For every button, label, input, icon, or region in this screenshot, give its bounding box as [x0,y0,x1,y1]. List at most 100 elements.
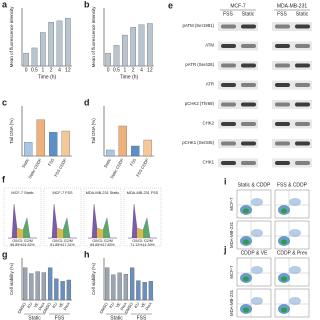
group-label: FSS [137,315,147,320]
bar [60,281,65,301]
blot-band [295,63,310,68]
histogram-title: MCF-7 Static [11,191,33,195]
flow-column-label: CDDP & Prex [277,250,308,256]
bar [104,267,110,301]
bar [129,267,135,301]
gate-label: G0/G1 G2/M [12,239,32,243]
panel-label: g [2,249,8,259]
y-axis-label: Tail DNA (%) [91,118,96,144]
x-tick-label: KU [51,301,58,308]
percent-label: 61.85%17.31% [50,243,75,247]
x-tick-label: 0.5 [113,67,120,73]
x-tick-label: Prex [37,302,45,312]
x-axis-label: Time (h) [120,74,139,80]
panel-label: a [2,0,8,9]
blot-strip [272,41,312,51]
x-tick-label: Prex [62,302,70,312]
x-tick-label: Static [21,158,30,169]
histogram-g2 [63,218,70,238]
histogram-g2 [23,218,30,238]
flow-cloud-tail [289,198,301,206]
blot-row-label: pATM (Ser1981) [183,23,215,28]
flow-row-label: MDA-MB-231 [229,289,234,316]
histogram-s-phase [97,228,103,238]
bar [65,18,71,67]
x-tick-label: FSS CDDP [135,157,150,177]
panel-label: d [84,97,90,107]
blot-band [241,161,256,165]
bar [118,125,127,157]
y-axis-label: Mean of fluorescence intensity [91,6,96,68]
x-tick-label: DMSO [42,302,52,315]
flow-column-label: Static & CDDP [238,182,271,188]
y-axis-label: Cell viability (%) [91,263,96,296]
bar [113,45,120,67]
flow-column-label: FSS & CDDP [277,182,308,188]
blot-band [221,102,236,107]
bar [148,281,154,301]
blot-band [295,122,310,126]
histogram-s-phase [57,228,63,238]
panel-label: i [224,176,227,186]
x-tick-label: DMSO [17,302,27,315]
x-tick-label: 1 [41,67,44,73]
blot-strip [218,158,258,168]
x-axis-label: Time (h) [38,74,57,80]
blot-strip [218,139,258,148]
x-tick-label: KU [108,301,115,308]
x-tick-label: FSS [129,157,137,167]
flow-cloud-tail [289,266,301,274]
flow-cloud-core [281,208,287,214]
blot-band [275,122,290,126]
bar [130,27,136,67]
bar [105,52,111,67]
panel-label: f [2,174,6,184]
blot-strip [218,22,258,31]
flow-cloud-tail [251,297,263,305]
bar [40,32,46,67]
blot-band [221,141,236,146]
gate-label: G0/G1 G2/M [132,239,152,243]
bar [35,271,40,301]
bar [106,149,115,157]
flow-cloud-tail [251,198,263,206]
blot-strip [218,80,258,90]
group-label: Static [110,315,123,320]
cell-header: MDA-MB-231 [277,3,308,9]
blot-strip [272,100,312,109]
flow-cloud-core [243,307,249,313]
x-tick-label: DMSO [124,302,134,315]
x-tick-label: KU [133,301,140,308]
bar [61,130,70,157]
histogram-s-phase [17,228,23,238]
x-tick-label: DMSO [99,302,109,315]
x-tick-label: 4 [140,67,143,73]
blot-row-label: CHK1 [203,160,215,165]
blot-band [275,24,290,29]
x-tick-label: 0 [107,67,110,73]
bar [31,47,38,67]
blot-band [275,83,290,87]
blot-strip [272,61,312,70]
x-tick-label: FSS CDDP [53,157,68,177]
histogram-frame [3,187,42,247]
flow-cloud-tail [251,229,263,237]
panel-label: c [2,97,7,107]
blot-row-label: ATM [205,43,214,48]
blot-band [275,63,290,68]
x-tick-label: 2 [50,67,53,73]
bar [123,274,129,301]
x-tick-label: VE [57,301,64,308]
x-tick-label: FSS [47,157,55,167]
x-tick-label: VE [114,301,121,308]
y-axis-label: Cell viability (%) [9,263,14,296]
blot-band [241,122,256,126]
lane-label: FSS [277,11,287,17]
bar [41,272,47,301]
gate-label: G0/G1 G2/M [52,239,72,243]
group-label: FSS [55,315,65,320]
blot-band [275,161,290,165]
blot-band [241,44,256,48]
blot-strip [218,61,258,70]
flow-cloud-core [281,239,287,245]
